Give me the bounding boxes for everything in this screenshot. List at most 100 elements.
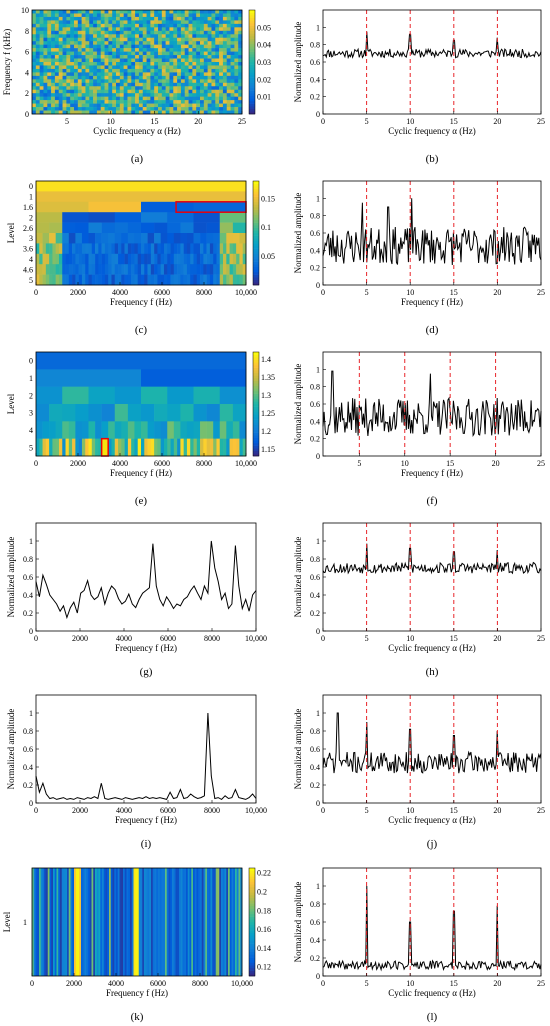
panel-label: (a): [131, 153, 144, 165]
y-tick-label: 2: [29, 213, 33, 222]
x-tick-label: 0: [30, 979, 34, 988]
colorbar-frame: [252, 180, 260, 286]
x-tick-label: 6000: [154, 459, 170, 468]
y-tick-label: 1: [316, 537, 320, 546]
y-tick-label: 0: [29, 182, 33, 191]
y-tick-label: 2: [25, 89, 29, 98]
x-tick-label: 20: [493, 634, 501, 643]
colorbar: 0.12 0.14 0.16 0.18 0.2 0.22: [248, 867, 271, 977]
y-tick-label: 0: [29, 627, 33, 636]
panel-label: (b): [426, 153, 439, 165]
y-tick-label: 0.8: [310, 383, 320, 392]
panel-label: (l): [427, 1011, 438, 1023]
y-tick-label: 0.6: [23, 745, 33, 754]
y-tick-label: 0.4: [310, 417, 320, 426]
x-tick-label: 5: [357, 459, 361, 468]
y-tick-label: 0.4: [23, 763, 33, 772]
y-tick-label: 0: [25, 110, 29, 119]
y-tick-label: 0.6: [310, 745, 320, 754]
x-tick-label: 10: [406, 979, 414, 988]
x-tick-label: 4000: [108, 979, 124, 988]
y-tick-label: 5: [29, 276, 33, 285]
y-tick-label: 2: [29, 391, 33, 400]
x-axis-label: Frequency f (Hz): [115, 815, 177, 825]
series-line: [322, 198, 542, 266]
y-tick-label: 0: [29, 799, 33, 808]
x-tick-label: 10: [401, 459, 409, 468]
plot-frame: [322, 522, 542, 632]
y-tick-label: 0.4: [23, 591, 33, 600]
colorbar-tick-label: 0.01: [257, 93, 271, 102]
y-axis-label: Normalized amplitude: [293, 882, 303, 963]
heatmap-cells: [32, 868, 243, 976]
x-tick-label: 25: [537, 979, 545, 988]
y-tick-label: 0: [316, 281, 320, 290]
plot-frame: [35, 694, 257, 804]
x-tick-label: 15: [450, 806, 458, 815]
y-tick-label: 1: [316, 709, 320, 718]
y-tick-label: 4.6: [23, 265, 33, 274]
colorbar-tick-label: 0.2: [257, 887, 267, 896]
y-tick-label: 8: [25, 27, 29, 36]
x-tick-label: 8000: [192, 979, 208, 988]
heatmap-cells: [36, 352, 247, 457]
x-tick-label: 5: [65, 117, 69, 126]
panel-label: (g): [140, 666, 153, 678]
y-tick-label: 0.8: [23, 727, 33, 736]
x-tick-label: 6000: [150, 979, 166, 988]
x-tick-label: 0: [321, 979, 325, 988]
x-tick-label: 25: [537, 459, 545, 468]
x-tick-label: 10: [406, 634, 414, 643]
y-tick-label: 1: [316, 365, 320, 374]
series-line: [322, 31, 542, 60]
colorbar-frame: [248, 9, 256, 115]
series-line: [322, 543, 542, 575]
plot-frame: [322, 694, 542, 804]
colorbar: 1.15 1.2 1.25 1.3 1.35 1.4: [252, 351, 275, 457]
panel-label: (k): [131, 1011, 144, 1023]
plot-frame: [322, 180, 542, 286]
y-tick-label: 0.4: [310, 763, 320, 772]
x-axis-label: Cyclic frequency α (Hz): [388, 126, 475, 136]
colorbar-frame: [248, 867, 256, 977]
y-tick-label: 0.8: [310, 900, 320, 909]
x-tick-label: 4000: [116, 806, 132, 815]
plot-frame: [31, 867, 243, 977]
y-tick-label: 1: [29, 193, 33, 202]
x-tick-label: 10,000: [245, 806, 267, 815]
y-tick-label: 4: [29, 426, 33, 435]
colorbar-tick-label: 1.4: [261, 355, 271, 364]
x-tick-label: 20: [194, 117, 202, 126]
panel-i: 0 0.2 0.4 0.6 0.8 1 0 2000 4000 6000 8000 10,000 Fre…: [6, 694, 267, 850]
x-tick-label: 10: [406, 288, 414, 297]
x-tick-label: 0: [321, 117, 325, 126]
x-tick-label: 25: [537, 806, 545, 815]
series-line: [322, 712, 542, 774]
panel-k: 1 0.12 0.14 0.16 0.18 0.2 0.22 0 2000 4000 6000 800…: [2, 867, 271, 1023]
panel-c: 0 11.62 2.63 3.644.6 5 0.05 0.1 0.15 0 2000 4000 60…: [6, 180, 275, 336]
x-tick-label: 15: [450, 979, 458, 988]
colorbar-tick-label: 0.15: [261, 194, 275, 203]
y-tick-label: 2.6: [23, 224, 33, 233]
y-tick-label: 3.6: [23, 245, 33, 254]
y-tick-label: 10: [21, 6, 29, 15]
y-axis-label: Level: [2, 911, 12, 932]
y-tick-label: 1: [29, 709, 33, 718]
y-tick-label: 0: [29, 357, 33, 366]
y-tick-label: 3: [29, 409, 33, 418]
colorbar-tick-label: 1.25: [261, 409, 275, 418]
x-axis-label: Frequency f (Hz): [401, 297, 463, 307]
x-tick-label: 2000: [70, 288, 86, 297]
x-tick-label: 0: [321, 634, 325, 643]
colorbar-tick-label: 0.12: [257, 963, 271, 972]
plot-frame: [35, 351, 247, 457]
y-tick-label: 0: [316, 972, 320, 981]
x-tick-label: 8000: [204, 806, 220, 815]
x-tick-label: 4000: [116, 634, 132, 643]
y-tick-label: 0.2: [310, 609, 320, 618]
x-tick-label: 5: [365, 979, 369, 988]
panel-label: (h): [426, 666, 439, 678]
panel-label: (c): [135, 324, 148, 336]
